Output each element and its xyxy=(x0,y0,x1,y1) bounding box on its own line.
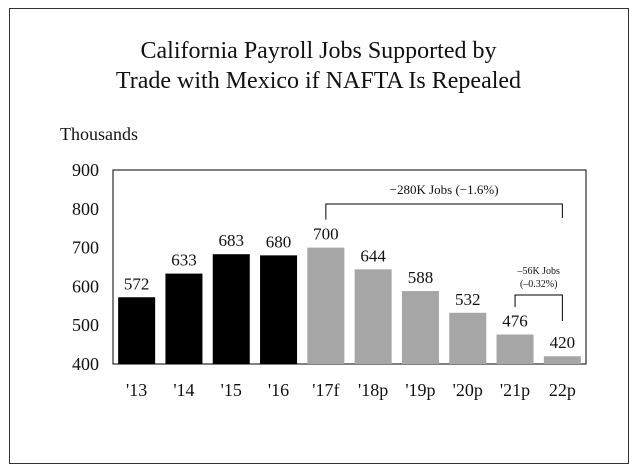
y-tick-label: 400 xyxy=(72,354,99,374)
bar-value-label: 683 xyxy=(219,231,245,250)
chart-frame xyxy=(9,8,629,464)
x-tick-label: '20p xyxy=(453,380,483,400)
annotation-bracket xyxy=(514,294,563,321)
bar xyxy=(543,356,581,364)
x-tick-label: '17f xyxy=(312,380,339,400)
bar xyxy=(260,255,298,364)
x-tick-label: '16 xyxy=(268,380,289,400)
y-tick-label: 500 xyxy=(72,315,99,335)
chart-title-line-1: California Payroll Jobs Supported by xyxy=(140,38,497,64)
bar-value-label: 588 xyxy=(408,268,434,287)
bar xyxy=(354,269,392,364)
x-tick-label: 22p xyxy=(549,380,576,400)
bar-value-label: 532 xyxy=(455,290,481,309)
bar xyxy=(496,334,534,364)
x-tick-label: '18p xyxy=(358,380,388,400)
y-tick-label: 700 xyxy=(72,238,99,258)
bar-value-label: 700 xyxy=(313,225,339,244)
x-tick-label: '13 xyxy=(126,380,147,400)
y-tick-label: 600 xyxy=(72,276,99,296)
bar xyxy=(307,247,345,364)
annotation-label: –56K Jobs xyxy=(516,266,560,277)
bar xyxy=(212,254,250,364)
bar xyxy=(449,312,487,364)
y-tick-label: 800 xyxy=(72,199,99,219)
annotation-label: −280K Jobs (−1.6%) xyxy=(390,182,499,197)
y-axis-unit-label: Thousands xyxy=(60,124,138,144)
x-tick-label: '21p xyxy=(500,380,530,400)
plot-area-border xyxy=(112,169,587,365)
bar xyxy=(118,297,156,364)
x-tick-label: '14 xyxy=(173,380,194,400)
y-tick-label: 900 xyxy=(72,160,99,180)
x-tick-label: '19p xyxy=(405,380,435,400)
bar-value-label: 476 xyxy=(502,312,528,331)
bar-value-label: 420 xyxy=(550,333,576,352)
chart-title: California Payroll Jobs Supported by Tra… xyxy=(0,36,637,96)
annotation-label: (–0.32%) xyxy=(520,279,558,290)
x-tick-label: '15 xyxy=(221,380,242,400)
bar xyxy=(401,291,439,364)
bar-value-label: 680 xyxy=(266,232,292,251)
bar-value-label: 644 xyxy=(360,246,386,265)
bar-value-label: 633 xyxy=(171,251,197,270)
bar xyxy=(165,273,203,364)
chart-title-line-2: Trade with Mexico if NAFTA Is Repealed xyxy=(115,68,522,94)
bar-value-label: 572 xyxy=(124,274,150,293)
annotation-bracket xyxy=(325,203,563,220)
